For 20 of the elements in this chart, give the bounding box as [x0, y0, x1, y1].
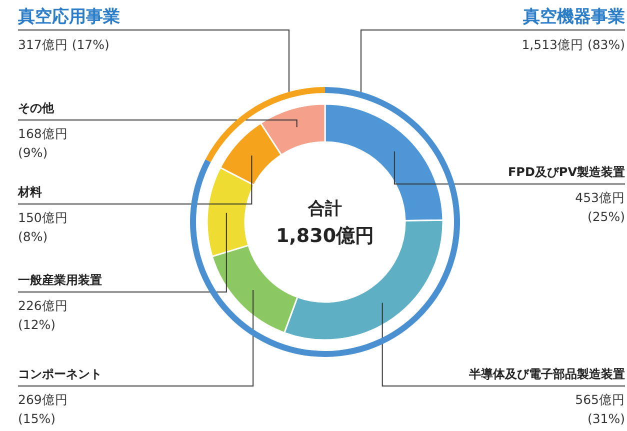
- text: 合計: [307, 199, 342, 219]
- text: 1,830億円: [276, 225, 374, 247]
- slice-label: 一般産業用装置: [18, 273, 102, 287]
- data-label: 269億円 (15%): [18, 392, 68, 426]
- data-label: 1,513億円 (83%): [522, 37, 625, 52]
- data-label: 565億円 (31%): [575, 392, 625, 426]
- slice-label: 真空機器事業: [522, 7, 625, 27]
- data-label: 317億円 (17%): [18, 37, 110, 52]
- data-label: 150億円 (8%): [18, 210, 68, 244]
- data-label: 168億円 (9%): [18, 126, 68, 160]
- slice-label: コンポーネント: [18, 367, 102, 381]
- slice-label: 真空応用事業: [17, 7, 120, 27]
- data-label: 453億円 (25%): [575, 190, 625, 224]
- slice-label: 材料: [17, 185, 42, 199]
- slice-label: その他: [18, 101, 55, 115]
- slice-label: 半導体及び電子部品製造装置: [468, 367, 625, 381]
- slice-label: FPD及びPV製造装置: [508, 165, 625, 179]
- donut-slice: [190, 87, 460, 357]
- data-label: 226億円 (12%): [18, 298, 68, 332]
- donut-slice: [205, 87, 325, 162]
